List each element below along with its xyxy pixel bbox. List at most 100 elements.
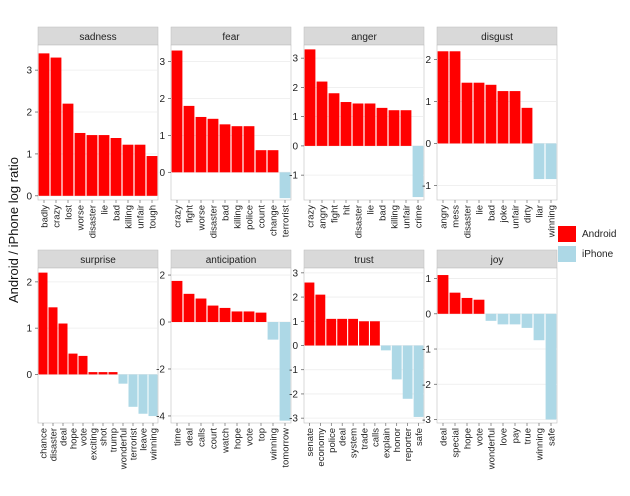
bar-safe xyxy=(545,313,557,420)
y-tick-label: 3 xyxy=(159,57,165,68)
panel-title: sadness xyxy=(79,32,116,43)
legend-swatch-android xyxy=(558,226,576,242)
bar-crime xyxy=(412,145,424,198)
y-tick-label: 0 xyxy=(26,191,32,202)
x-tick-label: disaster xyxy=(463,205,474,238)
bar-explain xyxy=(380,345,391,351)
legend: Android iPhone xyxy=(558,224,616,264)
y-tick-label: 1 xyxy=(26,149,32,160)
bar-police xyxy=(326,318,337,346)
bar-time xyxy=(171,280,183,323)
x-tick-label: calls xyxy=(197,428,208,447)
bar-killing xyxy=(388,110,400,146)
x-tick-label: dirty xyxy=(523,205,534,223)
x-tick-label: police xyxy=(327,428,338,453)
x-tick-label: safe xyxy=(547,428,558,446)
bar-change xyxy=(267,150,279,173)
y-tick-label: 1 xyxy=(292,317,298,328)
x-tick-label: special xyxy=(451,428,462,458)
panel-title: anticipation xyxy=(206,255,257,266)
x-tick-label: leave xyxy=(139,428,150,451)
x-tick-label: crime xyxy=(414,205,425,228)
x-tick-label: bad xyxy=(487,205,498,221)
x-tick-label: disaster xyxy=(49,428,60,461)
bar-vote xyxy=(243,311,255,323)
x-tick-label: vote xyxy=(475,428,486,446)
bar-love xyxy=(497,313,509,325)
bar-winning xyxy=(545,143,557,180)
panel-disgust: disgust -1 0 1 2 angry mess disaster lie bad joke u… xyxy=(422,26,558,238)
bar-deal xyxy=(437,275,449,314)
bar-crazy xyxy=(171,50,183,173)
x-tick-label: angry xyxy=(318,205,329,229)
bar-deal xyxy=(337,318,348,346)
x-tick-label: change xyxy=(269,205,280,236)
panel-title: joy xyxy=(490,255,504,266)
bar-bad xyxy=(219,124,231,173)
x-tick-label: chance xyxy=(39,428,50,459)
bar-reporter xyxy=(402,345,413,399)
bar-system xyxy=(348,318,358,346)
x-tick-label: fight xyxy=(185,205,196,223)
bar-terrorist xyxy=(279,172,291,199)
legend-label-android: Android xyxy=(582,228,617,240)
x-tick-label: honor xyxy=(392,428,403,452)
y-tick-label: 1 xyxy=(425,274,431,285)
x-tick-label: deal xyxy=(185,428,196,446)
y-tick-label: 0 xyxy=(26,370,32,381)
x-tick-label: crazy xyxy=(173,205,184,228)
x-tick-label: crazy xyxy=(306,205,317,228)
x-tick-label: trade xyxy=(360,428,371,450)
panel-title: trust xyxy=(354,255,374,266)
x-tick-label: vote xyxy=(79,428,90,446)
bar-badly xyxy=(38,53,50,196)
x-tick-label: tough xyxy=(148,205,159,229)
y-tick-label: 3 xyxy=(26,66,32,77)
y-axis-title: Android / iPhone log ratio xyxy=(6,157,21,303)
bar-angry xyxy=(316,81,328,146)
x-tick-label: senate xyxy=(305,428,316,457)
y-tick-label: -1 xyxy=(289,365,298,376)
bar-worse xyxy=(195,116,207,173)
x-tick-label: unfair xyxy=(511,205,522,229)
legend-item-android: Android xyxy=(558,224,616,244)
x-tick-label: disaster xyxy=(209,205,220,238)
bar-special xyxy=(449,292,461,314)
bar-hope xyxy=(231,311,243,323)
x-tick-label: safe xyxy=(414,428,425,446)
x-tick-label: love xyxy=(499,428,510,445)
x-tick-label: winning xyxy=(149,428,160,461)
y-tick-label: 2 xyxy=(26,277,32,288)
x-tick-label: terrorist xyxy=(129,428,140,461)
x-tick-label: unfair xyxy=(136,205,147,229)
x-tick-label: killing xyxy=(124,205,135,229)
x-tick-label: unfair xyxy=(402,205,413,229)
bar-police xyxy=(243,126,255,173)
panel-joy: joy -3 -2 -1 0 1 deal special hope vote wonderful l… xyxy=(422,249,558,470)
x-tick-label: worse xyxy=(76,205,87,231)
bar-wonderful xyxy=(118,374,128,384)
y-tick-label: 2 xyxy=(26,108,32,119)
x-tick-label: lost xyxy=(64,205,75,220)
bar-unfair xyxy=(134,144,146,196)
bar-joke xyxy=(497,91,509,144)
bar-crazy xyxy=(304,49,316,146)
legend-label-iphone: iPhone xyxy=(582,248,614,260)
bar-worse xyxy=(74,132,86,196)
x-tick-label: bad xyxy=(378,205,389,221)
y-tick-label: 2 xyxy=(292,83,298,94)
panel-title: anger xyxy=(351,32,377,43)
x-tick-label: top xyxy=(257,428,268,441)
bar-court xyxy=(207,305,219,323)
x-tick-label: hit xyxy=(342,205,353,215)
y-tick-label: 3 xyxy=(292,54,298,65)
bar-deal xyxy=(183,293,195,323)
y-tick-label: 0 xyxy=(425,139,431,150)
y-tick-label: 1 xyxy=(292,112,298,123)
x-tick-label: system xyxy=(349,428,360,458)
panel-anticipation: anticipation -4 -2 0 2 time deal calls court watc… xyxy=(156,249,292,468)
y-tick-label: -2 xyxy=(156,364,165,375)
x-tick-label: pay xyxy=(511,428,522,444)
x-tick-label: shot xyxy=(99,428,110,446)
x-tick-label: trump xyxy=(109,428,120,452)
